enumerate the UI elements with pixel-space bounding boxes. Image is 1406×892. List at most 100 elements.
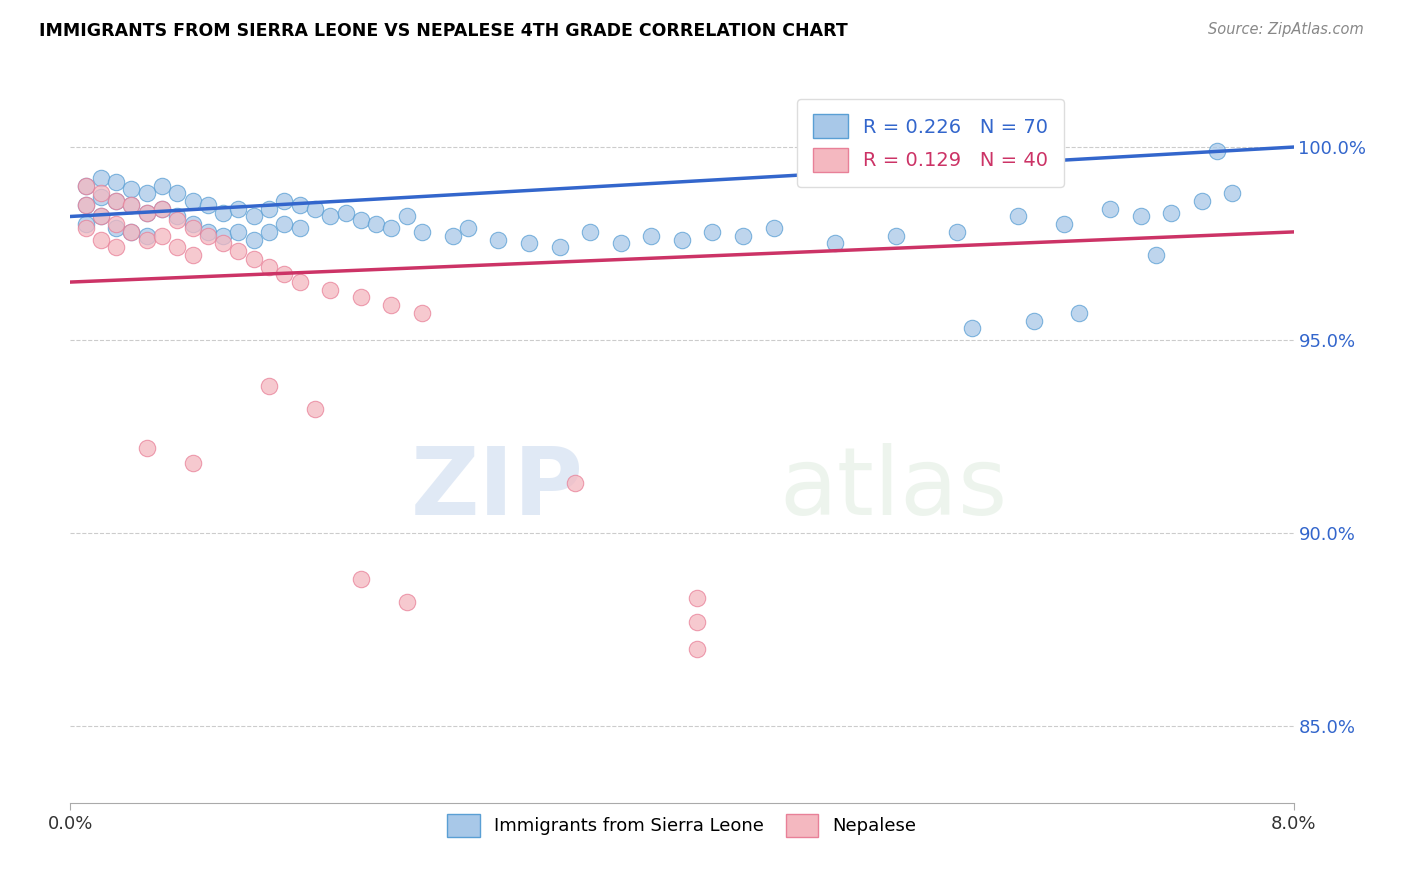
Point xyxy=(243,233,266,247)
Point xyxy=(288,198,311,212)
Point xyxy=(1206,144,1229,158)
Point xyxy=(319,283,342,297)
Point xyxy=(579,225,602,239)
Point xyxy=(609,236,631,251)
Point xyxy=(212,228,235,243)
Point xyxy=(90,233,112,247)
Point xyxy=(121,225,143,239)
Point xyxy=(1007,210,1029,224)
Point xyxy=(135,441,157,455)
Point xyxy=(150,178,173,193)
Point xyxy=(166,240,188,254)
Point xyxy=(181,221,204,235)
Point xyxy=(105,194,128,208)
Point xyxy=(166,186,188,201)
Point xyxy=(135,228,157,243)
Point xyxy=(1069,306,1091,320)
Point xyxy=(395,595,418,609)
Point xyxy=(288,275,311,289)
Point xyxy=(75,198,97,212)
Point xyxy=(90,210,112,224)
Point xyxy=(517,236,540,251)
Point xyxy=(105,240,128,254)
Point xyxy=(228,225,250,239)
Point xyxy=(197,198,219,212)
Legend: Immigrants from Sierra Leone, Nepalese: Immigrants from Sierra Leone, Nepalese xyxy=(440,807,924,844)
Point xyxy=(166,213,188,227)
Point xyxy=(75,198,97,212)
Point xyxy=(105,194,128,208)
Point xyxy=(150,228,173,243)
Point xyxy=(350,291,373,305)
Point xyxy=(304,402,326,417)
Point xyxy=(1220,186,1243,201)
Point xyxy=(411,306,433,320)
Point xyxy=(105,221,128,235)
Point xyxy=(686,591,709,606)
Point xyxy=(90,190,112,204)
Point xyxy=(946,225,969,239)
Point xyxy=(197,228,219,243)
Text: Source: ZipAtlas.com: Source: ZipAtlas.com xyxy=(1208,22,1364,37)
Point xyxy=(273,194,295,208)
Point xyxy=(304,202,326,216)
Point xyxy=(1099,202,1122,216)
Point xyxy=(686,615,709,629)
Point xyxy=(884,228,907,243)
Point xyxy=(548,240,571,254)
Point xyxy=(121,225,143,239)
Point xyxy=(395,210,418,224)
Point xyxy=(1129,210,1152,224)
Point xyxy=(212,236,235,251)
Point xyxy=(90,170,112,185)
Point xyxy=(411,225,433,239)
Point xyxy=(166,210,188,224)
Point xyxy=(135,205,157,219)
Point xyxy=(640,228,662,243)
Point xyxy=(121,182,143,196)
Point xyxy=(380,221,402,235)
Point xyxy=(488,233,510,247)
Point xyxy=(441,228,464,243)
Point xyxy=(962,321,984,335)
Point xyxy=(257,202,280,216)
Point xyxy=(288,221,311,235)
Point xyxy=(181,194,204,208)
Point xyxy=(121,198,143,212)
Point xyxy=(135,205,157,219)
Point xyxy=(824,236,846,251)
Point xyxy=(273,217,295,231)
Point xyxy=(150,202,173,216)
Point xyxy=(1144,248,1167,262)
Point xyxy=(150,202,173,216)
Point xyxy=(350,213,373,227)
Point xyxy=(75,221,97,235)
Point xyxy=(257,379,280,393)
Point xyxy=(135,186,157,201)
Point xyxy=(75,178,97,193)
Text: ZIP: ZIP xyxy=(411,442,583,535)
Point xyxy=(121,198,143,212)
Point xyxy=(90,186,112,201)
Point xyxy=(181,217,204,231)
Point xyxy=(105,217,128,231)
Point xyxy=(197,225,219,239)
Point xyxy=(380,298,402,312)
Point xyxy=(257,260,280,274)
Point xyxy=(75,217,97,231)
Point xyxy=(75,178,97,193)
Point xyxy=(135,233,157,247)
Point xyxy=(228,244,250,259)
Text: IMMIGRANTS FROM SIERRA LEONE VS NEPALESE 4TH GRADE CORRELATION CHART: IMMIGRANTS FROM SIERRA LEONE VS NEPALESE… xyxy=(39,22,848,40)
Point xyxy=(257,225,280,239)
Point xyxy=(243,252,266,266)
Point xyxy=(181,456,204,470)
Point xyxy=(350,572,373,586)
Point xyxy=(228,202,250,216)
Text: atlas: atlas xyxy=(780,442,1008,535)
Point xyxy=(366,217,388,231)
Point xyxy=(243,210,266,224)
Point xyxy=(335,205,357,219)
Point xyxy=(671,233,693,247)
Point xyxy=(273,268,295,282)
